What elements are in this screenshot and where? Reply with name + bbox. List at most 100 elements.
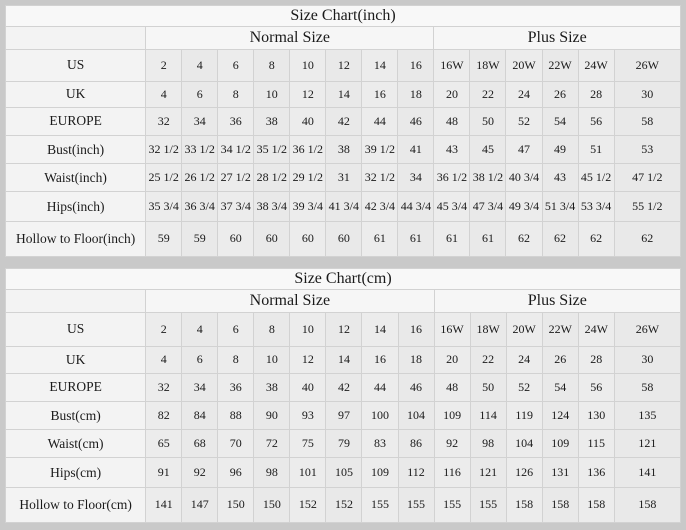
size-value-cell: 39 3/4 [289,191,327,222]
size-value-cell: 32 1/2 [145,134,183,165]
size-value-cell: 119 [505,400,543,431]
size-value-cell: 34 1/2 [217,134,255,165]
row-label: US [4,312,147,347]
size-value-cell: 116 [433,457,471,488]
size-value-cell: 26W [613,312,682,347]
size-value-cell: 75 [289,429,327,459]
size-value-cell: 121 [469,457,507,488]
plus-size-header: Plus Size [433,26,681,51]
size-value-cell: 152 [289,486,327,524]
size-value-cell: 93 [289,400,327,431]
size-value-cell: 46 [397,106,435,136]
size-value-cell: 40 3/4 [505,163,543,193]
size-value-cell: 104 [505,429,543,459]
size-value-cell: 59 [145,220,183,258]
size-value-cell: 58 [613,372,682,403]
size-value-cell: 56 [577,106,615,136]
size-value-cell: 12 [325,312,363,347]
size-value-cell: 150 [217,486,255,524]
blank-cell [4,26,147,51]
size-value-cell: 42 [325,106,363,136]
size-value-cell: 32 1/2 [361,163,399,193]
size-value-cell: 32 [145,372,183,403]
size-value-cell: 22 [469,345,507,374]
size-value-cell: 84 [181,400,219,431]
size-value-cell: 141 [613,457,682,488]
size-value-cell: 39 1/2 [361,134,399,165]
size-value-cell: 4 [181,312,219,347]
size-value-cell: 28 [577,345,615,374]
size-value-cell: 135 [613,400,682,431]
size-value-cell: 126 [505,457,543,488]
size-value-cell: 61 [433,220,471,258]
size-value-cell: 2 [145,49,183,82]
row-label: Waist(inch) [4,163,147,193]
size-value-cell: 10 [289,49,327,82]
size-value-cell: 92 [181,457,219,488]
size-value-cell: 16W [433,49,471,82]
size-value-cell: 158 [541,486,579,524]
size-value-cell: 45 1/2 [577,163,615,193]
size-value-cell: 38 [253,372,291,403]
size-value-cell: 44 [361,106,399,136]
size-value-cell: 36 1/2 [433,163,471,193]
size-value-cell: 16 [361,80,399,108]
size-value-cell: 61 [397,220,435,258]
size-value-cell: 36 1/2 [289,134,327,165]
size-chart-inch-table: Size Chart(inch) Normal Size Plus Size US 2 4… [4,4,682,258]
size-value-cell: 22W [541,49,579,82]
size-value-cell: 34 [181,372,219,403]
size-value-cell: 55 1/2 [613,191,682,222]
size-value-cell: 20W [505,49,543,82]
size-value-cell: 16 [361,345,399,374]
size-value-cell: 28 1/2 [253,163,291,193]
table-row-waist-inch: Waist(inch) 25 1/2 26 1/2 27 1/2 28 1/2 29 1/… [4,163,682,193]
size-value-cell: 26 1/2 [181,163,219,193]
size-value-cell: 25 1/2 [145,163,183,193]
size-value-cell: 24 [505,80,543,108]
size-value-cell: 24W [577,49,615,82]
row-label: UK [4,80,147,108]
size-value-cell: 72 [253,429,291,459]
size-value-cell: 36 3/4 [181,191,219,222]
table-row-hips-inch: Hips(inch) 35 3/4 36 3/4 37 3/4 38 3/4 39 3/4… [4,191,682,222]
table-row-hollow-to-floor-inch: Hollow to Floor(inch) 59 59 60 60 60 60 61 61 61 6… [4,220,682,258]
table-row-uk: UK 4 6 8 10 12 14 16 18 20 22 24 26 28 30 [4,80,682,108]
size-value-cell: 20 [433,80,471,108]
size-value-cell: 152 [325,486,363,524]
size-value-cell: 36 [217,372,255,403]
size-value-cell: 49 3/4 [505,191,543,222]
size-value-cell: 62 [613,220,682,258]
size-value-cell: 16 [397,312,435,347]
size-value-cell: 60 [217,220,255,258]
size-value-cell: 62 [541,220,579,258]
size-value-cell: 14 [325,345,363,374]
chart-title: Size Chart(cm) [5,267,681,291]
size-value-cell: 38 [253,106,291,136]
size-value-cell: 10 [289,312,327,347]
size-value-cell: 14 [325,80,363,108]
size-value-cell: 47 1/2 [613,163,682,193]
table-row-europe: EUROPE 32 34 36 38 40 42 44 46 48 50 52 54 56 58 [4,372,682,403]
size-value-cell: 51 [577,134,615,165]
size-value-cell: 10 [253,80,291,108]
size-value-cell: 40 [289,372,327,403]
size-value-cell: 42 3/4 [361,191,399,222]
size-value-cell: 31 [325,163,363,193]
size-value-cell: 6 [217,312,255,347]
size-value-cell: 68 [181,429,219,459]
row-label: Hips(inch) [4,191,147,222]
size-value-cell: 130 [577,400,615,431]
size-value-cell: 53 [613,134,682,165]
size-value-cell: 43 [541,163,579,193]
size-value-cell: 60 [325,220,363,258]
row-label: Bust(cm) [4,400,147,431]
size-value-cell: 45 [469,134,507,165]
size-value-cell: 45 3/4 [433,191,471,222]
table-row-bust-cm: Bust(cm) 82 84 88 90 93 97 100 104 109 114 119 124 13… [4,400,682,431]
size-value-cell: 50 [469,372,507,403]
size-value-cell: 8 [253,49,291,82]
size-value-cell: 4 [181,49,219,82]
size-value-cell: 22W [541,312,579,347]
size-value-cell: 86 [397,429,435,459]
